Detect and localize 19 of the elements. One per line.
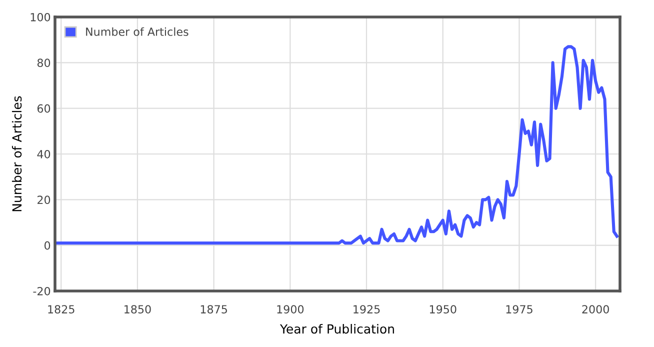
y-axis-title: Number of Articles xyxy=(12,96,22,212)
x-tick-label: 1950 xyxy=(430,305,456,314)
x-tick-label: 1875 xyxy=(200,305,227,314)
x-tick-label: 1850 xyxy=(124,305,151,314)
x-axis-title: Year of Publication xyxy=(280,324,394,334)
y-tick-label: 80 xyxy=(37,58,50,68)
x-tick-label: 1900 xyxy=(277,305,304,314)
y-tick-label: 20 xyxy=(38,196,50,204)
y-tick-label: 100 xyxy=(30,12,50,22)
x-tick-label: 1975 xyxy=(506,305,532,314)
y-tick-label: 40 xyxy=(37,150,50,158)
y-tick-label: 0 xyxy=(44,241,50,250)
legend-label: Number of Articles xyxy=(86,27,188,36)
x-tick-label: 2000 xyxy=(582,305,609,314)
y-tick-label: -20 xyxy=(33,286,50,296)
y-tick-label: 60 xyxy=(37,104,50,113)
x-tick-label: 1925 xyxy=(354,305,380,314)
line-series xyxy=(55,45,618,245)
x-tick-label: 1825 xyxy=(48,305,74,314)
